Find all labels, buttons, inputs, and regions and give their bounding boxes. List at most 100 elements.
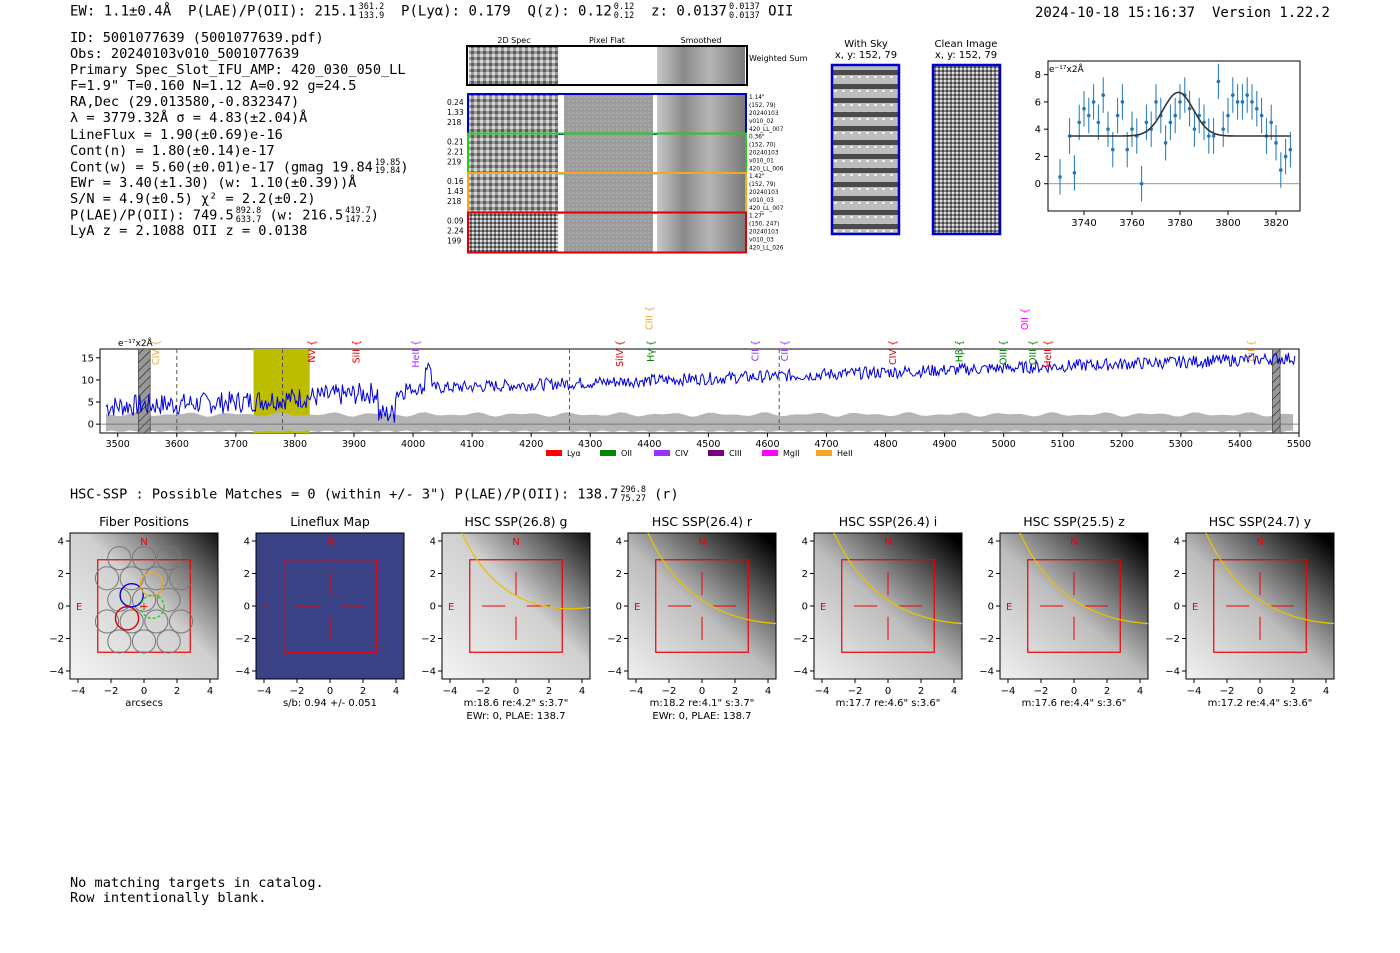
- fit-point: [1269, 120, 1273, 125]
- hsc-caption: m:18.6 re:4.2" s:3.7": [464, 698, 569, 709]
- fit-point: [1082, 106, 1086, 111]
- hsc-ytick-label: −2: [979, 634, 994, 645]
- north-label: N: [326, 537, 333, 548]
- fit-point: [1283, 154, 1288, 159]
- catalog-ellipse: [1205, 532, 1335, 625]
- cutout-meta: 20240103: [749, 230, 779, 236]
- hsc-ytick-label: 2: [1174, 569, 1180, 580]
- hsc-ytick-label: 0: [430, 602, 436, 613]
- hsc-panel-title: HSC SSP(26.4) i: [839, 514, 937, 529]
- fiber-circle: [156, 587, 181, 612]
- line-marker-label: SiII {: [351, 340, 362, 363]
- with-sky-xy: x, y: 152, 79: [835, 50, 897, 61]
- fit-point: [1168, 120, 1173, 125]
- z-value: z: 0.0137: [651, 3, 727, 20]
- weighted-smooth: [657, 47, 745, 84]
- aperture-box: [841, 559, 935, 653]
- fit-xtick-label: 3800: [1215, 218, 1240, 229]
- info-contn: Cont(n) = 1.80(±0.14)e-17: [70, 142, 275, 159]
- hsc-xtick-label: 2: [546, 686, 552, 697]
- fit-point: [1130, 127, 1134, 131]
- plae-range: 361.2 133.9: [358, 2, 385, 21]
- north-label: N: [512, 537, 519, 548]
- hsc-caption: m:17.7 re:4.6" s:3.6": [836, 698, 941, 709]
- hsc-ytick-label: 4: [58, 537, 64, 548]
- hsc-xtick-label: 2: [1104, 686, 1110, 697]
- hsc-image: [999, 532, 1149, 680]
- hsc-xtick-label: 4: [579, 686, 585, 697]
- aperture-box: [283, 559, 377, 653]
- hsc-ytick-label: 4: [430, 537, 436, 548]
- timestamp: 2024-10-18 15:16:37: [1034, 5, 1196, 21]
- spectrum-masked-range: [138, 349, 151, 433]
- cutout-meta: 20240103: [749, 111, 779, 117]
- fiber-circle: [107, 546, 132, 571]
- hsc-ytick-label: 4: [1174, 537, 1180, 548]
- hsc-xtick-label: 0: [327, 686, 333, 697]
- info-lineflux: LineFlux = 1.90(±0.69)e-16: [70, 126, 283, 143]
- spectrum-masked-range: [1272, 349, 1281, 433]
- east-label: E: [1192, 602, 1198, 613]
- cutout-meta: v010_01: [749, 159, 774, 165]
- east-label: E: [262, 602, 268, 613]
- clean-image: [931, 63, 1002, 236]
- fit-point: [1154, 100, 1158, 104]
- north-label: N: [140, 537, 147, 548]
- weighted-label: Weighted Sum: [749, 54, 808, 63]
- cutout-pixelflat: [564, 134, 653, 173]
- spectrum-xtick-label: 3800: [283, 439, 307, 450]
- fiber-circle: [144, 566, 169, 591]
- catalog-ellipse: [647, 532, 777, 625]
- cutout-meta: 1.27": [749, 214, 765, 220]
- spectrum-xtick-label: 4500: [696, 439, 720, 450]
- spectrum-xtick-label: 3500: [106, 439, 130, 450]
- hsc-caption: m:17.6 re:4.4" s:3.6": [1022, 698, 1127, 709]
- fiber-center-mark: +: [139, 600, 148, 613]
- spectrum-xtick-label: 4200: [519, 439, 543, 450]
- north-label: N: [884, 537, 891, 548]
- fit-point: [1288, 147, 1293, 152]
- legend-label: MgII: [783, 449, 800, 458]
- cutout-sn: 1.33: [447, 108, 464, 117]
- spectrum-xtick-label: 3900: [342, 439, 366, 450]
- hsc-xtick-label: −4: [815, 686, 830, 697]
- hsc-ytick-label: 2: [58, 569, 64, 580]
- line-fit-chart: e⁻¹⁷x2Å 3740 3760 3780 3800 3820 0 2 4 6 8: [1035, 60, 1301, 229]
- catalog-line-2: Row intentionally blank.: [70, 890, 267, 906]
- fit-model-curve: [1069, 91, 1291, 137]
- hsc-panel-5: HSC SSP(26.4) i N E −4 −2 0 2 4 4 2 0 −2 −4 m:17.7 re…: [793, 514, 963, 709]
- hsc-xtick-label: 0: [699, 686, 705, 697]
- timestamp-version: 2024-10-18 15:16:37 Version 1.22.2: [1035, 5, 1330, 21]
- line-marker-label: Hβ {: [954, 340, 965, 362]
- fit-point: [1139, 181, 1144, 186]
- cutout-pixelflat: [564, 95, 653, 133]
- fit-point: [1259, 113, 1264, 118]
- hsc-caption-2: EWr: 0, PLAE: 138.7: [652, 711, 751, 722]
- line-marker-label: CII {: [780, 340, 791, 361]
- hsc-xtick-label: −2: [1220, 686, 1235, 697]
- fiber-circle: [107, 587, 132, 612]
- cutout-2dspec: [469, 95, 558, 133]
- legend-swatch: [654, 450, 670, 456]
- fiber-circle: [119, 566, 144, 591]
- hsc-ytick-label: 2: [430, 569, 436, 580]
- fit-ytick-label: 6: [1035, 97, 1041, 108]
- cutout-meta: (150, 247): [749, 222, 779, 228]
- info-obs: Obs: 20240103v010_5001077639: [70, 46, 300, 63]
- spectrum-ytick-label: 5: [88, 398, 94, 409]
- hsc-image: [627, 532, 777, 680]
- fiber-circle: [131, 587, 157, 612]
- fit-point: [1125, 147, 1129, 152]
- fit-point: [1216, 79, 1221, 84]
- legend-label: CIV: [675, 449, 689, 458]
- hsc-ytick-label: −2: [49, 634, 64, 645]
- hsc-xtick-label: −2: [662, 686, 677, 697]
- hsc-ytick-label: 2: [244, 569, 250, 580]
- line-marker-label: CII {: [751, 340, 762, 361]
- fit-xtick-label: 3760: [1119, 218, 1144, 229]
- fit-point: [1144, 120, 1149, 125]
- catalog-line-1: No matching targets in catalog.: [70, 875, 324, 891]
- aperture-box: [1027, 559, 1121, 653]
- hsc-panel-6: HSC SSP(25.5) z N E −4 −2 0 2 4 4 2 0 −2 −4 m:17.6 re…: [979, 514, 1149, 709]
